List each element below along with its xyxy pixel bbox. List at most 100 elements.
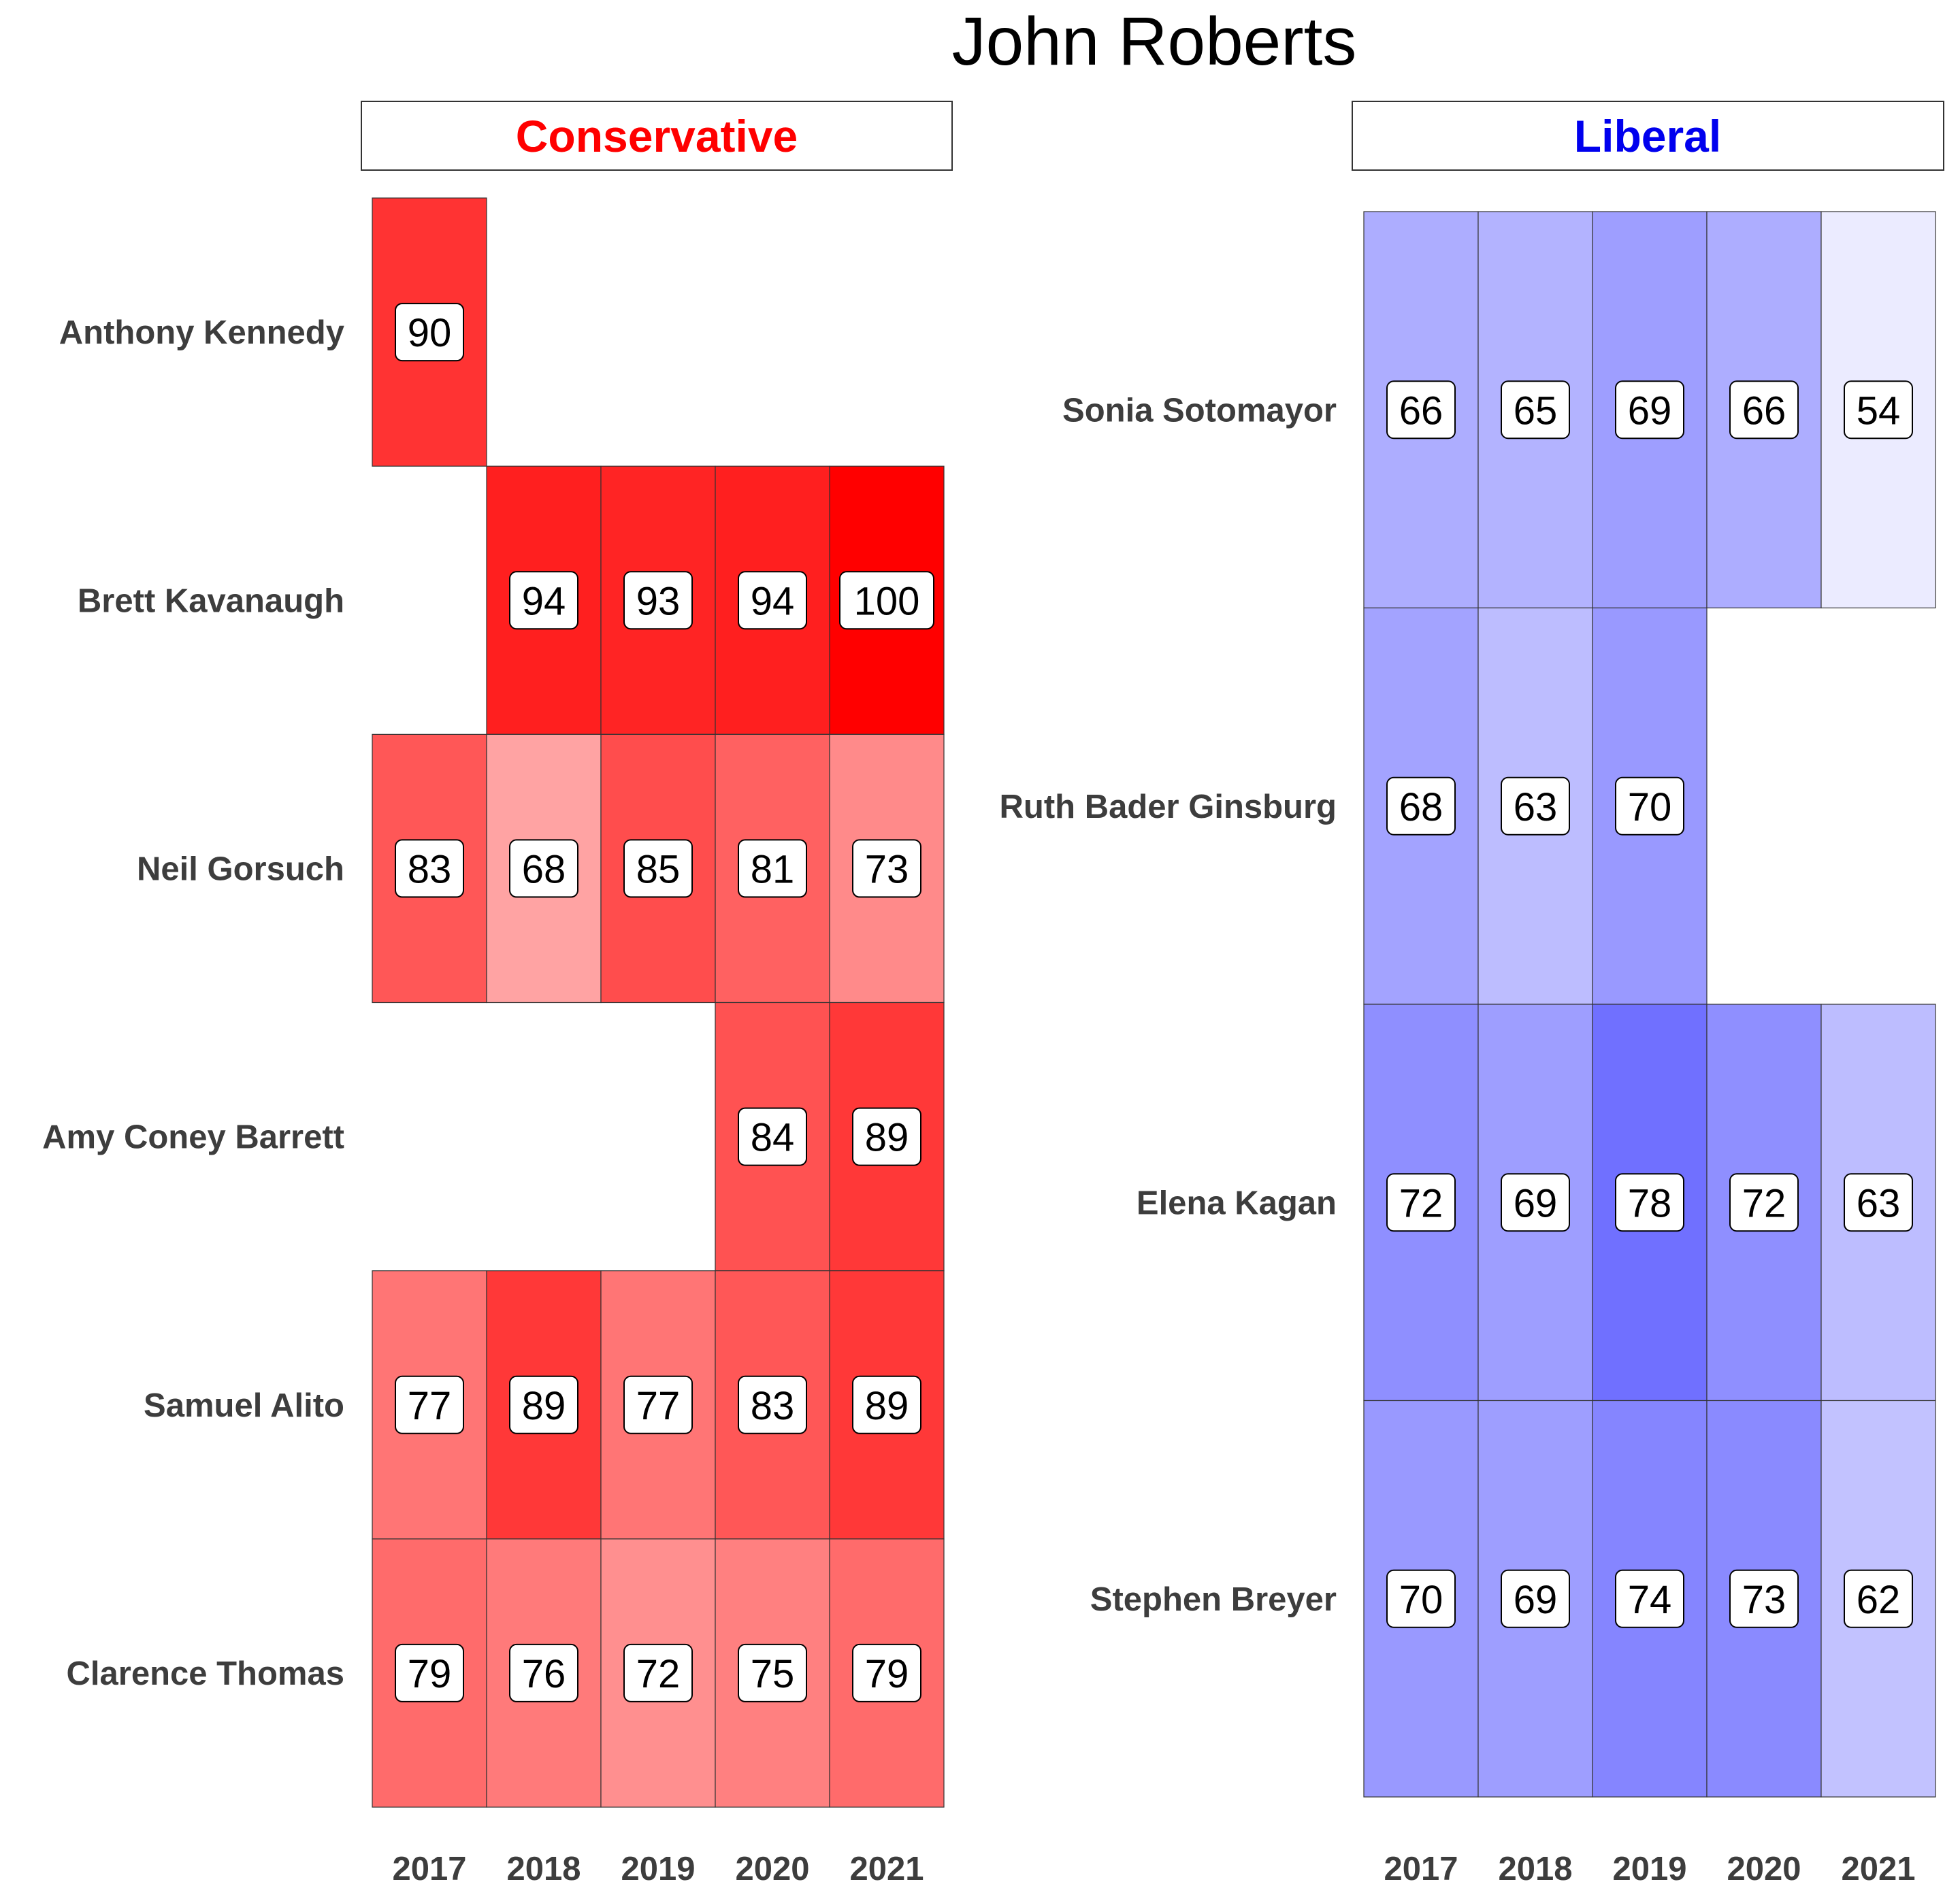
value-label: 84 xyxy=(751,1116,795,1160)
heatmap-cell xyxy=(1592,607,1708,1005)
value-label-box xyxy=(738,1375,807,1434)
value-label: 93 xyxy=(636,579,681,623)
value-label: 79 xyxy=(865,1652,909,1696)
strip-box-conservative xyxy=(361,101,953,171)
value-label-box xyxy=(1501,1569,1570,1628)
panel-conservative: Conservative Anthony Kennedy 90 Brett Kava… xyxy=(42,101,953,1887)
column-label-2021: 2021 xyxy=(849,1851,924,1887)
value-label-box xyxy=(1386,1173,1456,1232)
value-label-box xyxy=(852,1375,921,1434)
value-label: 89 xyxy=(865,1384,909,1428)
row-label-anthony-kennedy: Anthony Kennedy xyxy=(59,314,344,351)
value-label-box xyxy=(852,1107,921,1166)
value-label: 83 xyxy=(408,847,452,891)
value-label-box xyxy=(395,839,464,898)
value-label-box xyxy=(1386,776,1456,836)
value-label: 68 xyxy=(522,847,566,891)
value-label: 70 xyxy=(1628,785,1672,829)
value-label: 94 xyxy=(522,579,566,623)
value-label: 79 xyxy=(408,1652,452,1696)
value-label: 69 xyxy=(1628,389,1672,433)
value-label-box xyxy=(623,839,693,898)
row-label-elena-kagan: Elena Kagan xyxy=(1137,1185,1337,1221)
value-label: 72 xyxy=(1742,1181,1786,1225)
value-label-box xyxy=(1844,380,1913,440)
value-label-box xyxy=(738,571,807,630)
value-label: 66 xyxy=(1742,389,1786,433)
value-label-box xyxy=(738,1107,807,1166)
value-label: 68 xyxy=(1399,785,1443,829)
value-label: 66 xyxy=(1399,389,1443,433)
value-label: 90 xyxy=(408,311,452,355)
strip-box-liberal xyxy=(1352,101,1944,171)
value-label: 65 xyxy=(1514,389,1558,433)
value-label-box xyxy=(852,1643,921,1702)
value-label-box xyxy=(1844,1173,1913,1232)
column-label-2017: 2017 xyxy=(1384,1851,1458,1887)
value-label: 85 xyxy=(636,847,681,891)
value-label-box xyxy=(1729,1173,1799,1232)
value-label: 81 xyxy=(751,847,795,891)
row-label-brett-kavanaugh: Brett Kavanaugh xyxy=(78,582,344,619)
row-label-ruth-bader-ginsburg: Ruth Bader Ginsburg xyxy=(1000,789,1337,825)
column-label-2017: 2017 xyxy=(392,1851,466,1887)
row-label-neil-gorsuch: Neil Gorsuch xyxy=(137,851,344,887)
column-label-2020: 2020 xyxy=(735,1851,809,1887)
column-label-2018: 2018 xyxy=(506,1851,581,1887)
value-label: 83 xyxy=(751,1384,795,1428)
strip-label-conservative: Conservative xyxy=(516,111,798,161)
row-label-amy-coney-barrett: Amy Coney Barrett xyxy=(42,1119,344,1156)
value-label-box xyxy=(852,839,921,898)
value-label-box xyxy=(738,839,807,898)
value-label-box xyxy=(395,303,464,362)
value-label: 63 xyxy=(1857,1181,1901,1225)
value-label-box xyxy=(509,571,578,630)
value-label-box xyxy=(1386,380,1456,440)
column-label-2019: 2019 xyxy=(1612,1851,1686,1887)
value-label: 77 xyxy=(636,1384,681,1428)
value-label-box xyxy=(1844,1569,1913,1628)
value-label-box xyxy=(395,1375,464,1434)
strip-label-liberal: Liberal xyxy=(1574,111,1721,161)
value-label: 72 xyxy=(636,1652,681,1696)
row-label-sonia-sotomayor: Sonia Sotomayor xyxy=(1062,392,1337,429)
value-label-box xyxy=(1501,776,1570,836)
value-label-box xyxy=(738,1643,807,1702)
value-label: 73 xyxy=(865,847,909,891)
value-label-box xyxy=(1615,380,1684,440)
value-label-box xyxy=(509,1375,578,1434)
value-label-box xyxy=(1615,776,1684,836)
value-label: 62 xyxy=(1857,1578,1901,1622)
value-label: 75 xyxy=(751,1652,795,1696)
value-label: 54 xyxy=(1857,389,1901,433)
value-label: 73 xyxy=(1742,1578,1786,1622)
row-label-stephen-breyer: Stephen Breyer xyxy=(1090,1581,1337,1618)
panel-liberal: Liberal Sonia Sotomayor 66 65 69 66 54 Ruth Ba… xyxy=(1000,101,1944,1887)
value-label-box xyxy=(623,1375,693,1434)
column-label-2019: 2019 xyxy=(621,1851,695,1887)
value-label-box xyxy=(1615,1173,1684,1232)
value-label: 94 xyxy=(751,579,795,623)
value-label-box xyxy=(1729,1569,1799,1628)
value-label-box xyxy=(1501,380,1570,440)
value-label: 69 xyxy=(1514,1181,1558,1225)
value-label-box xyxy=(1501,1173,1570,1232)
value-label: 89 xyxy=(522,1384,566,1428)
value-label: 63 xyxy=(1514,785,1558,829)
value-label-box xyxy=(1386,1569,1456,1628)
value-label: 89 xyxy=(865,1116,909,1160)
column-label-2020: 2020 xyxy=(1727,1851,1801,1887)
value-label: 69 xyxy=(1514,1578,1558,1622)
value-label-box xyxy=(839,571,934,630)
column-label-2018: 2018 xyxy=(1498,1851,1572,1887)
value-label: 74 xyxy=(1628,1578,1672,1622)
value-label-box xyxy=(623,571,693,630)
row-label-samuel-alito: Samuel Alito xyxy=(144,1387,344,1424)
row-label-clarence-thomas: Clarence Thomas xyxy=(67,1655,345,1692)
value-label: 100 xyxy=(854,579,920,623)
value-label-box xyxy=(395,1643,464,1702)
value-label: 78 xyxy=(1628,1181,1672,1225)
value-label-box xyxy=(623,1643,693,1702)
value-label: 70 xyxy=(1399,1578,1443,1622)
